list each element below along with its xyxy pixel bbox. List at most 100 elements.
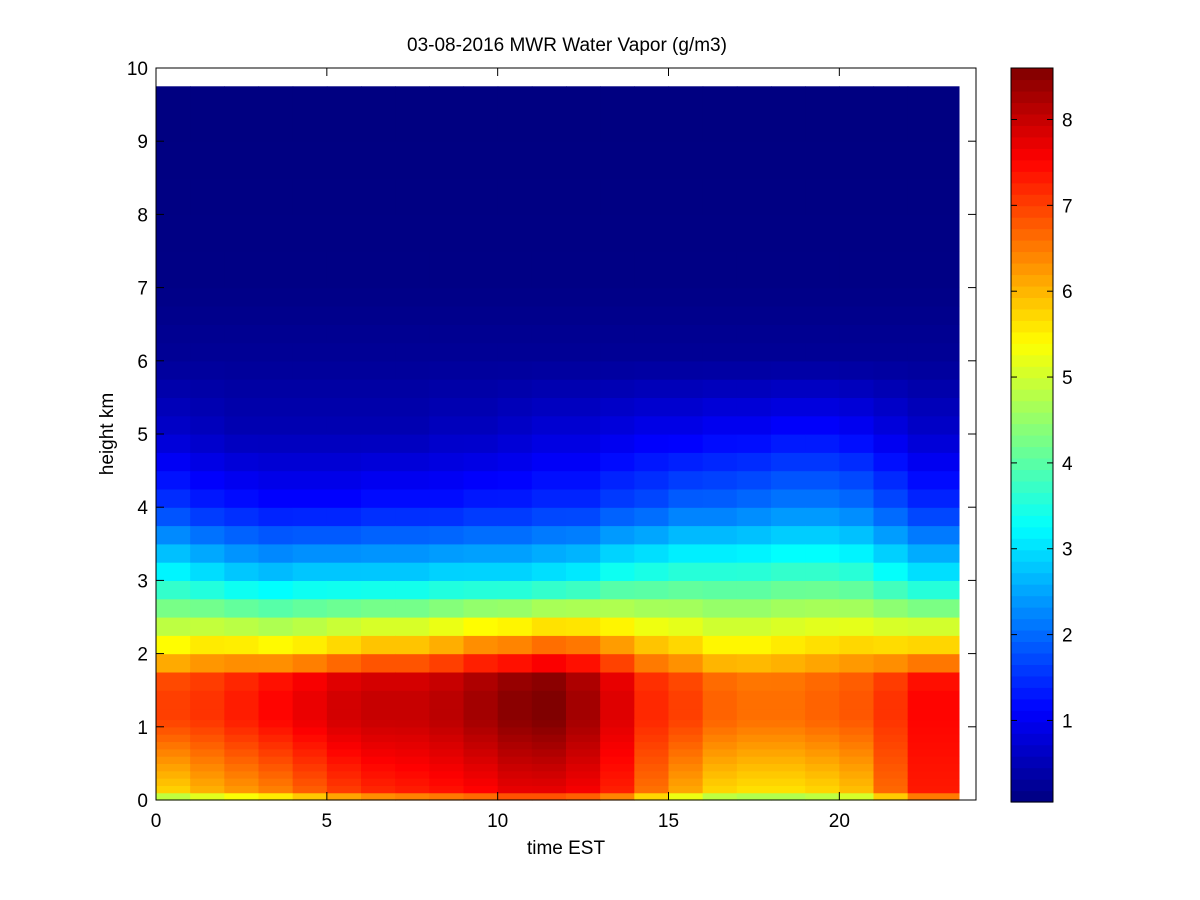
heatmap-cell (531, 741, 567, 750)
heatmap-cell (805, 324, 840, 344)
heatmap-cell (292, 525, 328, 545)
heatmap-cell (805, 525, 840, 545)
y-tick-label: 2 (137, 645, 148, 666)
heatmap-cell (907, 785, 960, 794)
heatmap-cell (156, 379, 191, 398)
heatmap-cell (771, 397, 806, 417)
heatmap-cell (258, 770, 294, 779)
heatmap-cell (702, 525, 738, 545)
heatmap-cell (668, 360, 704, 380)
heatmap-cell (805, 741, 840, 750)
heatmap-cell (395, 141, 430, 179)
heatmap-cell (429, 708, 465, 721)
colorbar-segment (1011, 262, 1053, 276)
heatmap-cell (805, 562, 840, 581)
heatmap-cell (258, 452, 294, 472)
heatmap-cell (771, 598, 806, 618)
heatmap-cell (429, 434, 465, 453)
heatmap-cell (497, 734, 533, 743)
heatmap-cell (907, 177, 960, 215)
heatmap-cell (805, 86, 840, 142)
heatmap-cell (702, 792, 738, 801)
heatmap-cell (463, 141, 499, 179)
heatmap-cell (839, 86, 875, 142)
heatmap-cell (531, 748, 567, 757)
heatmap-cell (361, 324, 396, 344)
heatmap-cell (258, 785, 294, 794)
heatmap-cell (634, 342, 670, 362)
heatmap-cell (771, 756, 806, 764)
heatmap-cell (668, 763, 704, 772)
heatmap-cell (566, 734, 601, 743)
heatmap-cell (839, 719, 875, 728)
heatmap-cell (326, 598, 362, 618)
heatmap-cell (463, 635, 499, 655)
heatmap-cell (634, 770, 670, 779)
heatmap-cell (224, 452, 260, 472)
heatmap-cell (463, 617, 499, 636)
heatmap-cell (702, 748, 738, 757)
heatmap-cell (702, 726, 738, 735)
heatmap-cell (463, 452, 499, 472)
heatmap-cell (668, 617, 704, 636)
heatmap-cell (429, 653, 465, 673)
heatmap-cell (258, 792, 294, 801)
heatmap-cell (190, 778, 225, 786)
heatmap-cell (326, 562, 362, 581)
heatmap-cell (292, 470, 328, 490)
heatmap-cell (668, 342, 704, 362)
heatmap-cell (224, 653, 260, 673)
heatmap-cell (156, 452, 191, 472)
heatmap-cell (361, 653, 396, 673)
heatmap-cell (600, 756, 635, 764)
heatmap-cell (258, 525, 294, 545)
colorbar-frame (1010, 67, 1054, 803)
heatmap-cell (326, 360, 362, 380)
heatmap-cell (326, 778, 362, 786)
heatmap-cell (326, 543, 362, 563)
heatmap-cell (361, 305, 396, 325)
heatmap-cell (839, 763, 875, 772)
colorbar-segment (1011, 240, 1053, 253)
heatmap-cell (600, 525, 635, 545)
heatmap-cell (600, 251, 635, 289)
heatmap-cell (258, 690, 294, 710)
heatmap-cell (531, 708, 567, 721)
heatmap-cell (634, 397, 670, 417)
heatmap-cell (839, 360, 875, 380)
heatmap-cell (736, 726, 772, 735)
heatmap-cell (771, 287, 806, 307)
heatmap-cell (258, 708, 294, 721)
heatmap-cell (156, 748, 191, 757)
heatmap-cell (702, 214, 738, 252)
heatmap-cell (873, 792, 909, 801)
heatmap-cell (156, 141, 191, 179)
heatmap-cell (258, 177, 294, 215)
heatmap-cell (702, 580, 738, 600)
heatmap-cell (224, 708, 260, 721)
chart-title: 03-08-2016 MWR Water Vapor (g/m3) (407, 35, 727, 56)
heatmap-cell (531, 324, 567, 344)
heatmap-cell (805, 177, 840, 215)
heatmap-cell (531, 507, 567, 527)
heatmap-cell (361, 360, 396, 380)
heatmap-cell (805, 690, 840, 710)
heatmap-cell (873, 671, 909, 691)
heatmap-cell (907, 86, 960, 142)
heatmap-cell (190, 635, 225, 655)
heatmap-cell (497, 719, 533, 728)
x-tick-label: 15 (658, 811, 679, 832)
colorbar-segment (1011, 412, 1053, 425)
heatmap-cell (736, 756, 772, 764)
heatmap-cell (907, 488, 960, 508)
heatmap-cell (873, 580, 909, 600)
heatmap-cell (634, 785, 670, 794)
heatmap-cell (566, 778, 601, 786)
heatmap-cell (600, 415, 635, 435)
heatmap-cell (531, 360, 567, 380)
heatmap-cell (156, 324, 191, 344)
y-tick-label: 3 (137, 571, 148, 592)
heatmap-cell (292, 287, 328, 307)
heatmap-cell (566, 305, 601, 325)
heatmap-cell (531, 671, 567, 691)
